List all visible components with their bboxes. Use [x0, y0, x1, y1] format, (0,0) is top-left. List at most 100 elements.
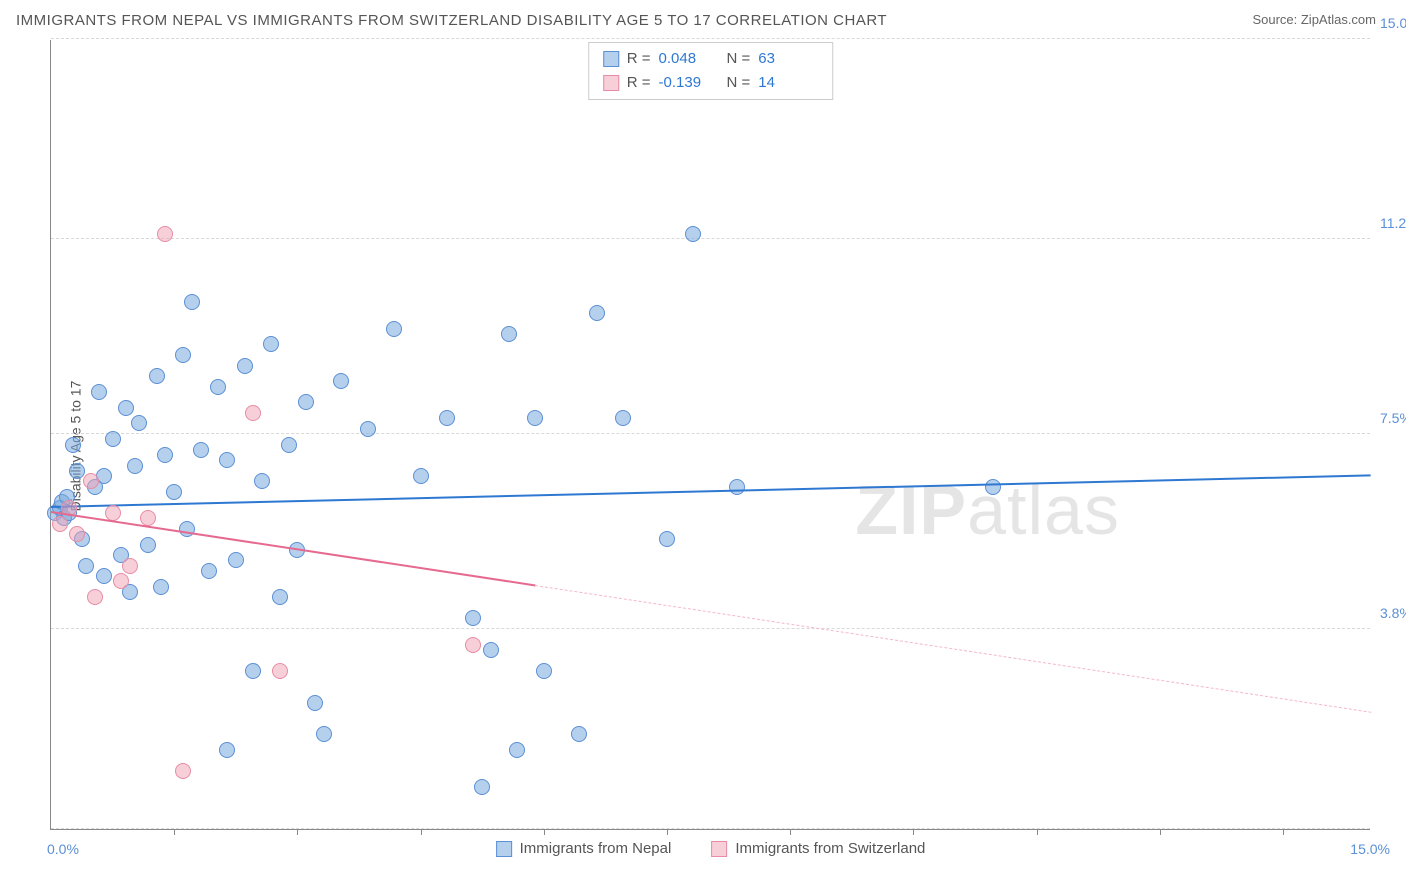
- legend-label-nepal: Immigrants from Nepal: [520, 840, 672, 857]
- x-tick: [421, 829, 422, 835]
- data-point-nepal: [193, 442, 209, 458]
- watermark-bold: ZIP: [855, 471, 967, 549]
- data-point-nepal: [465, 610, 481, 626]
- data-point-nepal: [729, 479, 745, 495]
- legend-item-nepal: Immigrants from Nepal: [496, 840, 672, 857]
- data-point-nepal: [175, 347, 191, 363]
- data-point-nepal: [501, 326, 517, 342]
- source-prefix: Source:: [1252, 12, 1300, 27]
- x-tick: [790, 829, 791, 835]
- data-point-nepal: [237, 358, 253, 374]
- data-point-switzerland: [245, 405, 261, 421]
- data-point-nepal: [201, 563, 217, 579]
- gridline: [51, 628, 1370, 629]
- swatch-switzerland-icon: [711, 841, 727, 857]
- data-point-nepal: [263, 336, 279, 352]
- data-point-nepal: [140, 537, 156, 553]
- data-point-switzerland: [465, 637, 481, 653]
- x-tick: [1283, 829, 1284, 835]
- stat-r-switzerland: -0.139: [659, 71, 719, 95]
- data-point-nepal: [413, 468, 429, 484]
- data-point-nepal: [439, 410, 455, 426]
- data-point-nepal: [131, 415, 147, 431]
- x-tick: [544, 829, 545, 835]
- data-point-nepal: [298, 394, 314, 410]
- y-tick-label: 11.2%: [1380, 215, 1406, 231]
- plot-area: R = 0.048 N = 63 R = -0.139 N = 14 0.0% …: [50, 40, 1370, 830]
- stat-n-label: N =: [727, 47, 751, 71]
- legend-label-switzerland: Immigrants from Switzerland: [735, 840, 925, 857]
- data-point-nepal: [219, 742, 235, 758]
- x-tick: [1160, 829, 1161, 835]
- stat-r-label: R =: [627, 47, 651, 71]
- data-point-nepal: [985, 479, 1001, 495]
- data-point-switzerland: [83, 473, 99, 489]
- data-point-nepal: [219, 452, 235, 468]
- data-point-nepal: [210, 379, 226, 395]
- stat-n-nepal: 63: [758, 47, 818, 71]
- correlation-stats-box: R = 0.048 N = 63 R = -0.139 N = 14: [588, 42, 834, 100]
- x-tick: [297, 829, 298, 835]
- data-point-switzerland: [87, 589, 103, 605]
- x-tick: [1037, 829, 1038, 835]
- data-point-switzerland: [52, 516, 68, 532]
- x-axis-max-label: 15.0%: [1350, 841, 1390, 857]
- data-point-nepal: [685, 226, 701, 242]
- stat-r-nepal: 0.048: [659, 47, 719, 71]
- data-point-nepal: [245, 663, 261, 679]
- x-axis-min-label: 0.0%: [47, 841, 79, 857]
- stat-r-label: R =: [627, 71, 651, 95]
- data-point-nepal: [474, 779, 490, 795]
- stats-row-switzerland: R = -0.139 N = 14: [603, 71, 819, 95]
- y-tick-label: 15.0%: [1380, 15, 1406, 31]
- y-tick-label: 7.5%: [1380, 410, 1406, 426]
- source-link[interactable]: ZipAtlas.com: [1301, 12, 1376, 27]
- data-point-nepal: [536, 663, 552, 679]
- data-point-nepal: [281, 437, 297, 453]
- y-tick-label: 3.8%: [1380, 605, 1406, 621]
- data-point-nepal: [105, 431, 121, 447]
- data-point-nepal: [571, 726, 587, 742]
- data-point-nepal: [254, 473, 270, 489]
- data-point-nepal: [386, 321, 402, 337]
- swatch-nepal-icon: [603, 51, 619, 67]
- data-point-nepal: [659, 531, 675, 547]
- data-point-nepal: [272, 589, 288, 605]
- data-point-nepal: [228, 552, 244, 568]
- data-point-nepal: [360, 421, 376, 437]
- stats-row-nepal: R = 0.048 N = 63: [603, 47, 819, 71]
- gridline: [51, 433, 1370, 434]
- data-point-nepal: [527, 410, 543, 426]
- legend-item-switzerland: Immigrants from Switzerland: [711, 840, 925, 857]
- trendline-nepal: [51, 474, 1371, 508]
- gridline: [51, 238, 1370, 239]
- gridline: [51, 38, 1370, 39]
- data-point-nepal: [96, 568, 112, 584]
- data-point-nepal: [157, 447, 173, 463]
- data-point-nepal: [78, 558, 94, 574]
- data-point-nepal: [166, 484, 182, 500]
- data-point-nepal: [149, 368, 165, 384]
- data-point-nepal: [509, 742, 525, 758]
- data-point-nepal: [615, 410, 631, 426]
- data-point-nepal: [127, 458, 143, 474]
- data-point-switzerland: [113, 573, 129, 589]
- data-point-switzerland: [122, 558, 138, 574]
- data-point-nepal: [333, 373, 349, 389]
- data-point-nepal: [316, 726, 332, 742]
- data-point-switzerland: [272, 663, 288, 679]
- source-attribution: Source: ZipAtlas.com: [1252, 12, 1376, 27]
- legend: Immigrants from Nepal Immigrants from Sw…: [496, 840, 926, 857]
- data-point-nepal: [589, 305, 605, 321]
- x-tick: [913, 829, 914, 835]
- data-point-switzerland: [175, 763, 191, 779]
- data-point-nepal: [65, 437, 81, 453]
- data-point-switzerland: [157, 226, 173, 242]
- trendline-switzerland: [535, 585, 1371, 713]
- data-point-nepal: [118, 400, 134, 416]
- x-tick: [174, 829, 175, 835]
- data-point-switzerland: [69, 526, 85, 542]
- data-point-nepal: [91, 384, 107, 400]
- gridline: [51, 828, 1370, 829]
- swatch-nepal-icon: [496, 841, 512, 857]
